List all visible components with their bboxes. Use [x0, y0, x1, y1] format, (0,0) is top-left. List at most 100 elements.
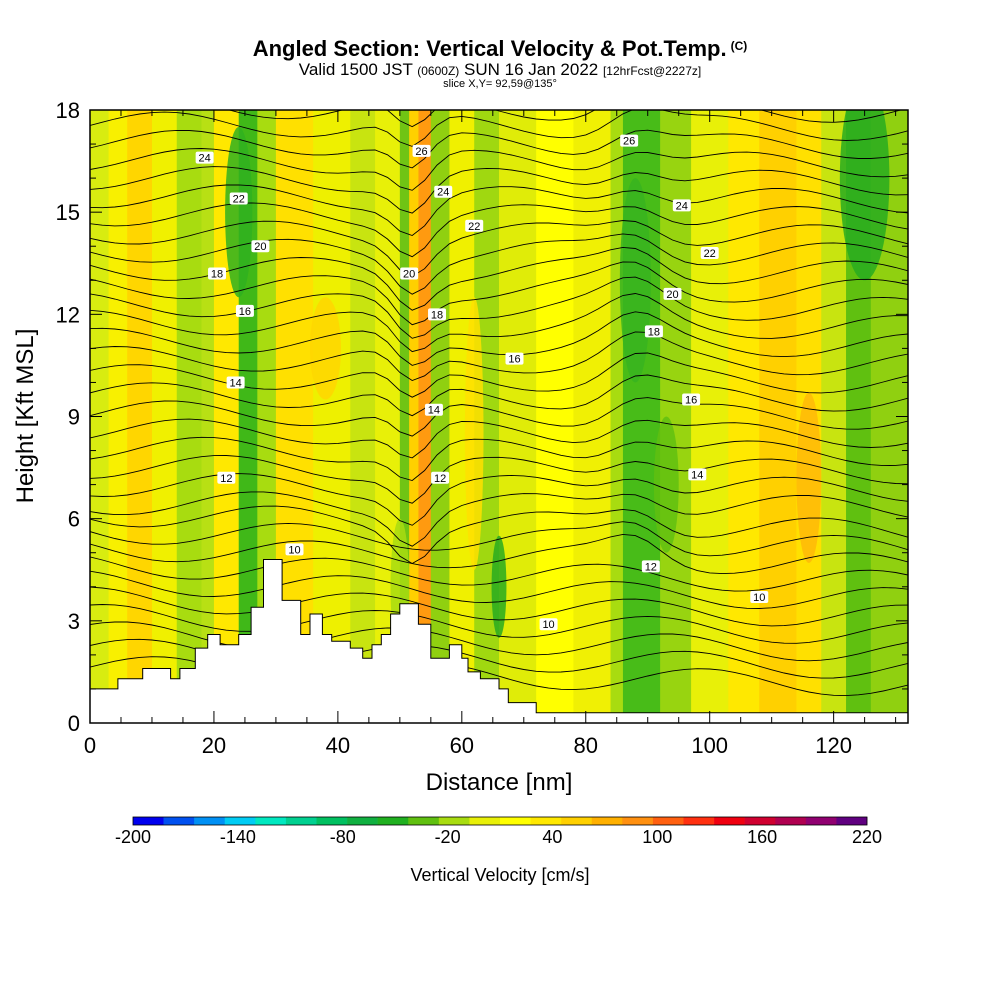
colorbar-swatch [469, 817, 501, 825]
isotherm-label: 26 [412, 144, 431, 158]
isotherm-label: 24 [672, 199, 691, 212]
svg-text:10: 10 [753, 592, 765, 604]
svg-text:10: 10 [542, 619, 554, 631]
isotherm-label: 10 [539, 618, 558, 631]
isotherm-line [90, 556, 908, 592]
svg-text:24: 24 [199, 153, 211, 165]
colorbar-tick-label: 40 [542, 827, 562, 847]
x-tick-label: 0 [84, 733, 96, 758]
colorbar-swatch [438, 817, 470, 825]
isotherm-line [90, 491, 908, 547]
svg-text:10: 10 [288, 544, 300, 556]
svg-text:18: 18 [648, 326, 660, 338]
svg-text:24: 24 [676, 200, 688, 212]
colorbar-swatch [714, 817, 745, 825]
isotherm-line [90, 202, 908, 258]
field-band [399, 110, 410, 723]
isotherm-label: 16 [235, 304, 254, 318]
colorbar-swatch [285, 817, 317, 825]
isotherm-label: 14 [226, 376, 245, 389]
svg-text:24: 24 [437, 187, 449, 199]
x-axis-label: Distance [nm] [426, 769, 573, 796]
svg-text:22: 22 [704, 248, 716, 260]
isotherm-line [90, 397, 908, 437]
isotherm-line [90, 311, 908, 366]
field-cell [839, 110, 890, 281]
isotherm-line [90, 505, 908, 565]
field-band [201, 110, 215, 723]
isotherm-label: 20 [251, 240, 270, 253]
colorbar-swatch [530, 817, 562, 825]
isotherm-line [90, 436, 908, 481]
x-tick-label: 120 [815, 733, 852, 758]
colorbar-swatch [347, 817, 378, 825]
x-tick-label: 20 [202, 733, 226, 758]
colorbar-tick-label: -200 [115, 827, 151, 847]
isotherm-labels: 24 22 20 18 16 14 12 10 26 24 22 20 18 16 14 12 10 26 24 22… [195, 134, 769, 631]
field-band [151, 110, 178, 723]
colorbar-swatch [316, 817, 348, 825]
field-band [759, 110, 797, 723]
svg-text:22: 22 [233, 194, 245, 206]
isotherm-label: 16 [682, 393, 701, 406]
colorbar-swatch [805, 817, 837, 825]
isotherm-line [90, 570, 908, 609]
isotherm-label: 18 [644, 325, 663, 338]
x-tick-label: 60 [450, 733, 474, 758]
field-band [430, 110, 450, 723]
colorbar-tick-label: 100 [642, 827, 672, 847]
isotherm-line [90, 166, 908, 214]
field-cell [225, 127, 253, 298]
colorbar-swatch [194, 817, 226, 825]
isotherm-line [90, 521, 908, 557]
isotherm-line [90, 63, 908, 108]
field-band [108, 110, 128, 723]
svg-text:16: 16 [508, 354, 520, 366]
field-cell [653, 416, 679, 553]
isotherm-label: 18 [428, 308, 447, 321]
svg-text:14: 14 [691, 469, 703, 481]
isotherm-label: 16 [505, 352, 524, 366]
isotherm-line [90, 418, 908, 459]
slice-info: slice X,Y= 92,59@135° [443, 78, 557, 90]
y-tick-label: 18 [56, 98, 80, 123]
y-tick-label: 3 [68, 609, 80, 634]
isotherm-line [90, 293, 908, 353]
isotherm-label: 18 [208, 267, 227, 280]
title-main: Angled Section: Vertical Velocity & Pot.… [252, 36, 727, 61]
svg-text:18: 18 [431, 309, 443, 321]
isotherm-line [90, 220, 908, 277]
isotherm-label: 12 [431, 471, 450, 485]
colorbar-swatch [836, 817, 868, 825]
subtitle-utc: (0600Z) [417, 64, 460, 78]
isotherm-line [90, 586, 908, 627]
colorbar-label: Vertical Velocity [cm/s] [410, 865, 589, 885]
isotherm-label: 14 [424, 403, 443, 417]
svg-text:18: 18 [211, 268, 223, 280]
isotherm-line [90, 246, 908, 311]
isotherm-line [90, 331, 908, 382]
colorbar-tick-label: 160 [747, 827, 777, 847]
colorbar-swatch [377, 817, 409, 825]
subtitle-date: SUN 16 Jan 2022 [464, 60, 599, 79]
colorbar-swatch [133, 817, 164, 825]
y-tick-label: 9 [68, 405, 80, 430]
subtitle-forecast: [12hrFcst@2227z] [602, 64, 702, 78]
svg-text:16: 16 [239, 306, 251, 318]
field-band [127, 110, 153, 723]
chart-subtitle: Valid 1500 JST (0600Z) SUN 16 Jan 2022 [… [0, 60, 1000, 80]
isotherm-label: 10 [285, 543, 304, 556]
terrain [90, 559, 908, 723]
field-band [728, 110, 760, 723]
y-axis-label: Height [Kft MSL] [12, 329, 39, 504]
field-band [573, 110, 612, 723]
isotherm-line [90, 604, 908, 644]
svg-text:14: 14 [428, 405, 440, 417]
terrain-profile [90, 559, 908, 723]
svg-text:14: 14 [230, 377, 242, 389]
isotherm-label: 10 [750, 590, 769, 604]
colorbar-swatch [591, 817, 623, 825]
svg-text:12: 12 [220, 473, 232, 485]
colorbar: -200 -140 -80 -20 40 100 160 220 [115, 816, 882, 847]
